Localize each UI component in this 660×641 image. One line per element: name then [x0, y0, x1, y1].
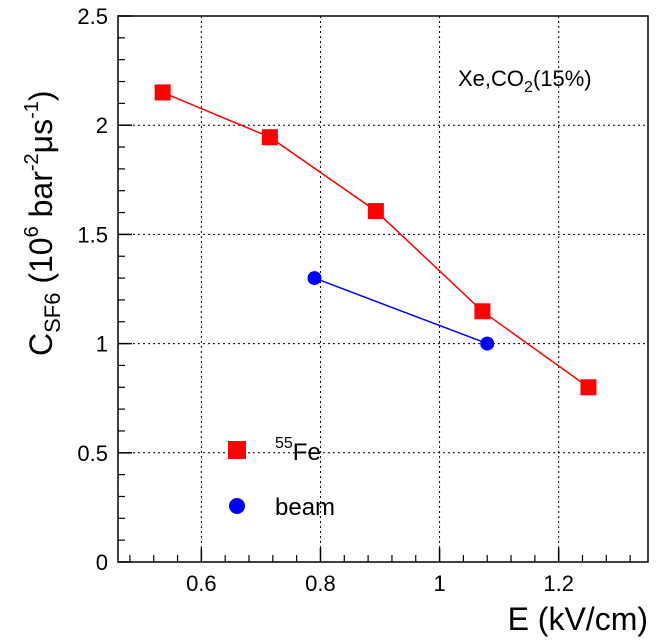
y-axis-title-exp1: 6 — [21, 226, 43, 237]
y-tick-label-0: 0 — [96, 550, 108, 575]
legend-marker-55fe — [228, 441, 246, 459]
data-markers — [154, 84, 597, 396]
x-axis-title: E (kV/cm) — [508, 601, 648, 637]
data-point-s0-2 — [367, 203, 384, 220]
y-axis-title-subscript: SF6 — [40, 293, 65, 333]
y-axis-title-unit-mid1: bar — [23, 171, 59, 226]
x-tick-label-1: 0.8 — [305, 571, 336, 596]
legend: 55Fe beam — [228, 435, 335, 521]
legend-label-beam: beam — [275, 494, 335, 521]
y-tick-label-5: 2.5 — [77, 4, 108, 29]
data-point-s1-1 — [480, 336, 495, 351]
y-axis-title-unit-close: ) — [23, 90, 59, 101]
legend-label-55fe-base: Fe — [293, 439, 321, 466]
data-point-s1-0 — [307, 271, 322, 286]
annotation-gas-mixture: Xe,CO2(15%) — [458, 66, 592, 96]
x-tick-label-0: 0.6 — [186, 571, 217, 596]
y-axis-title-unit-open: (10 — [23, 237, 59, 292]
series-lines — [162, 91, 589, 388]
legend-label-55fe-sup: 55 — [275, 435, 293, 452]
data-point-s0-4 — [580, 379, 597, 396]
y-tick-label-3: 1.5 — [77, 222, 108, 247]
series-line-0 — [162, 91, 589, 388]
legend-label-55fe: 55Fe — [275, 435, 321, 466]
y-tick-label-4: 2 — [96, 113, 108, 138]
data-point-s0-1 — [261, 129, 278, 146]
axis-tick-labels: 0.6 0.8 1 1.2 0 0.5 1 1.5 2 2.5 — [77, 4, 574, 596]
y-tick-label-1: 0.5 — [77, 441, 108, 466]
data-point-s0-3 — [474, 303, 491, 320]
y-axis-title-main: C — [23, 333, 59, 356]
annotation-pre: Xe,CO — [458, 66, 524, 91]
legend-marker-beam — [229, 498, 245, 514]
data-point-s0-0 — [154, 84, 171, 101]
grid-lines — [118, 16, 648, 562]
axis-ticks — [118, 15, 631, 563]
plot-frame — [117, 15, 649, 563]
x-tick-label-2: 1 — [433, 571, 445, 596]
y-axis-title-exp3: -1 — [21, 101, 43, 119]
series-line-1 — [314, 277, 488, 345]
y-tick-label-2: 1 — [96, 332, 108, 357]
y-axis-title: CSF6 (106 bar-2μs-1) — [21, 90, 65, 356]
y-axis-title-unit-mid2: μs — [23, 119, 59, 153]
x-tick-label-3: 1.2 — [543, 571, 574, 596]
annotation-sub: 2 — [524, 79, 533, 96]
annotation-post: (15%) — [533, 66, 592, 91]
y-axis-title-exp2: -2 — [21, 153, 43, 171]
